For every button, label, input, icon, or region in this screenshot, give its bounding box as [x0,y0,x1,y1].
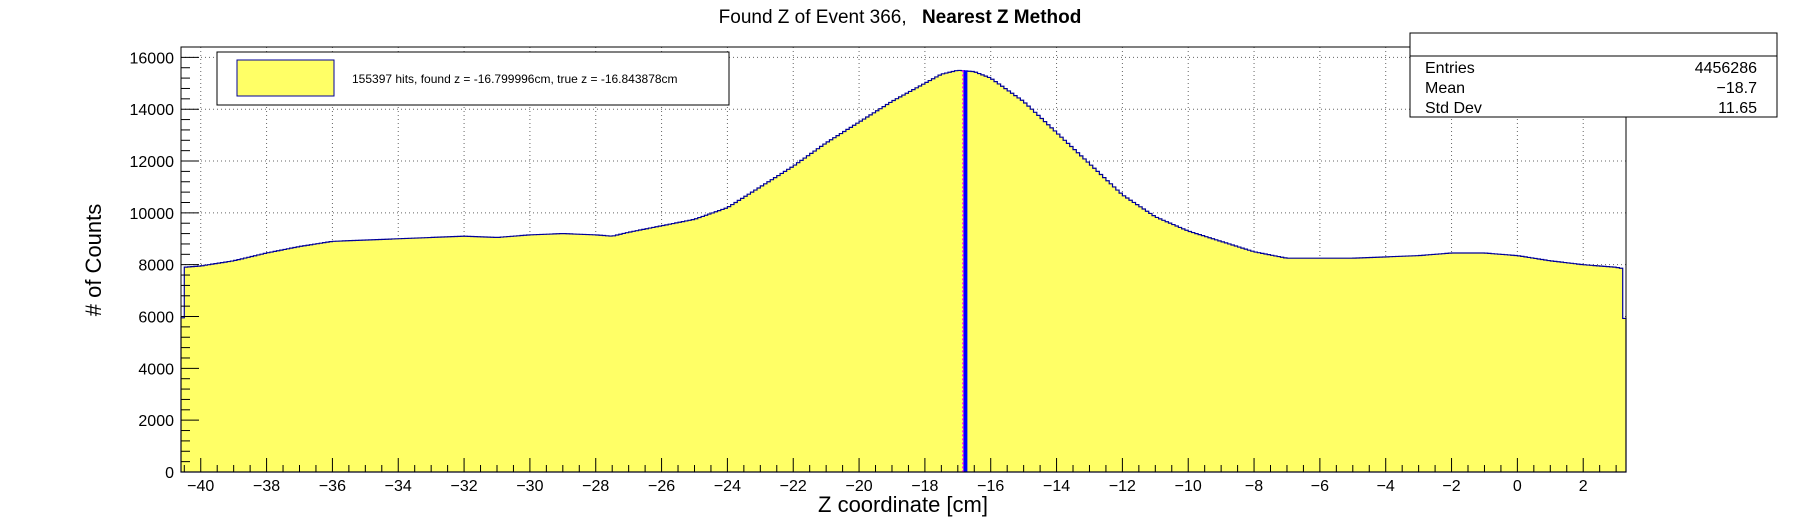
x-tick-label: −40 [187,478,214,495]
x-tick-label: −30 [516,478,543,495]
stats-frame [1409,32,1778,118]
x-tick-label: 2 [1579,478,1588,495]
x-axis-ticks: −40 −38 −36 −34 −32 −30 −28 −26 −24 −22 −20 −18 −16−… [183,458,1617,495]
y-tick-label: 2000 [138,413,174,430]
legend-entry: 155397 hits, found z = -16.799996cm, tru… [352,72,678,86]
legend: 155397 hits, found z = -16.799996cm, tru… [216,51,730,106]
histogram-series [180,69,1627,473]
x-tick-label: 0 [1513,478,1522,495]
x-tick-label: −22 [780,478,807,495]
y-axis-label: # of Counts [81,204,106,317]
stats-stddev-value: 11.65 [1718,100,1757,117]
x-tick-label: −18 [911,478,938,495]
x-tick-label: −38 [253,478,280,495]
plot-frame [180,46,1627,473]
x-tick-label: −32 [451,478,478,495]
vertical-markers [962,70,968,472]
legend-swatch [236,59,335,97]
x-tick-label: −28 [582,478,609,495]
x-tick-label: −10 [1175,478,1202,495]
stats-mean-value: −18.7 [1717,80,1758,97]
x-tick-label: −12 [1109,478,1136,495]
y-tick-label: 6000 [138,310,174,327]
x-tick-label: −4 [1377,478,1395,495]
stats-entries-label: Entries [1425,60,1475,77]
y-axis-ticks: 0 2000 4000 6000 8000 10000 12000 14000 16000 [130,50,199,482]
x-tick-label: −14 [1043,478,1070,495]
stats-box: Entries 4456286 Mean −18.7 Std Dev 11.65 [1409,32,1778,118]
x-tick-label: −26 [648,478,675,495]
y-tick-label: 4000 [138,361,174,378]
x-axis-label: Z coordinate [cm] [818,492,988,517]
x-tick-label: −8 [1245,478,1263,495]
x-tick-label: −34 [385,478,412,495]
y-tick-label: 12000 [130,154,175,171]
y-tick-label: 10000 [130,206,175,223]
x-tick-label: −24 [714,478,741,495]
x-tick-label: −36 [319,478,346,495]
chart-title: Found Z of Event 366, Nearest Z Method [719,7,1082,28]
y-tick-label: 8000 [138,258,174,275]
chart-title-prefix: Found Z of Event 366, [719,7,907,28]
y-tick-label: 14000 [130,102,175,119]
x-tick-label: −20 [845,478,872,495]
x-tick-label: −16 [977,478,1004,495]
x-tick-label: −2 [1442,478,1460,495]
y-tick-label: 16000 [130,50,175,67]
stats-entries-value: 4456286 [1695,60,1757,77]
stats-stddev-label: Std Dev [1425,100,1482,117]
y-tick-label: 0 [165,465,174,482]
histogram-fill [180,69,1627,473]
chart-title-method: Nearest Z Method [922,7,1081,28]
x-tick-label: −6 [1311,478,1329,495]
stats-mean-label: Mean [1425,80,1465,97]
